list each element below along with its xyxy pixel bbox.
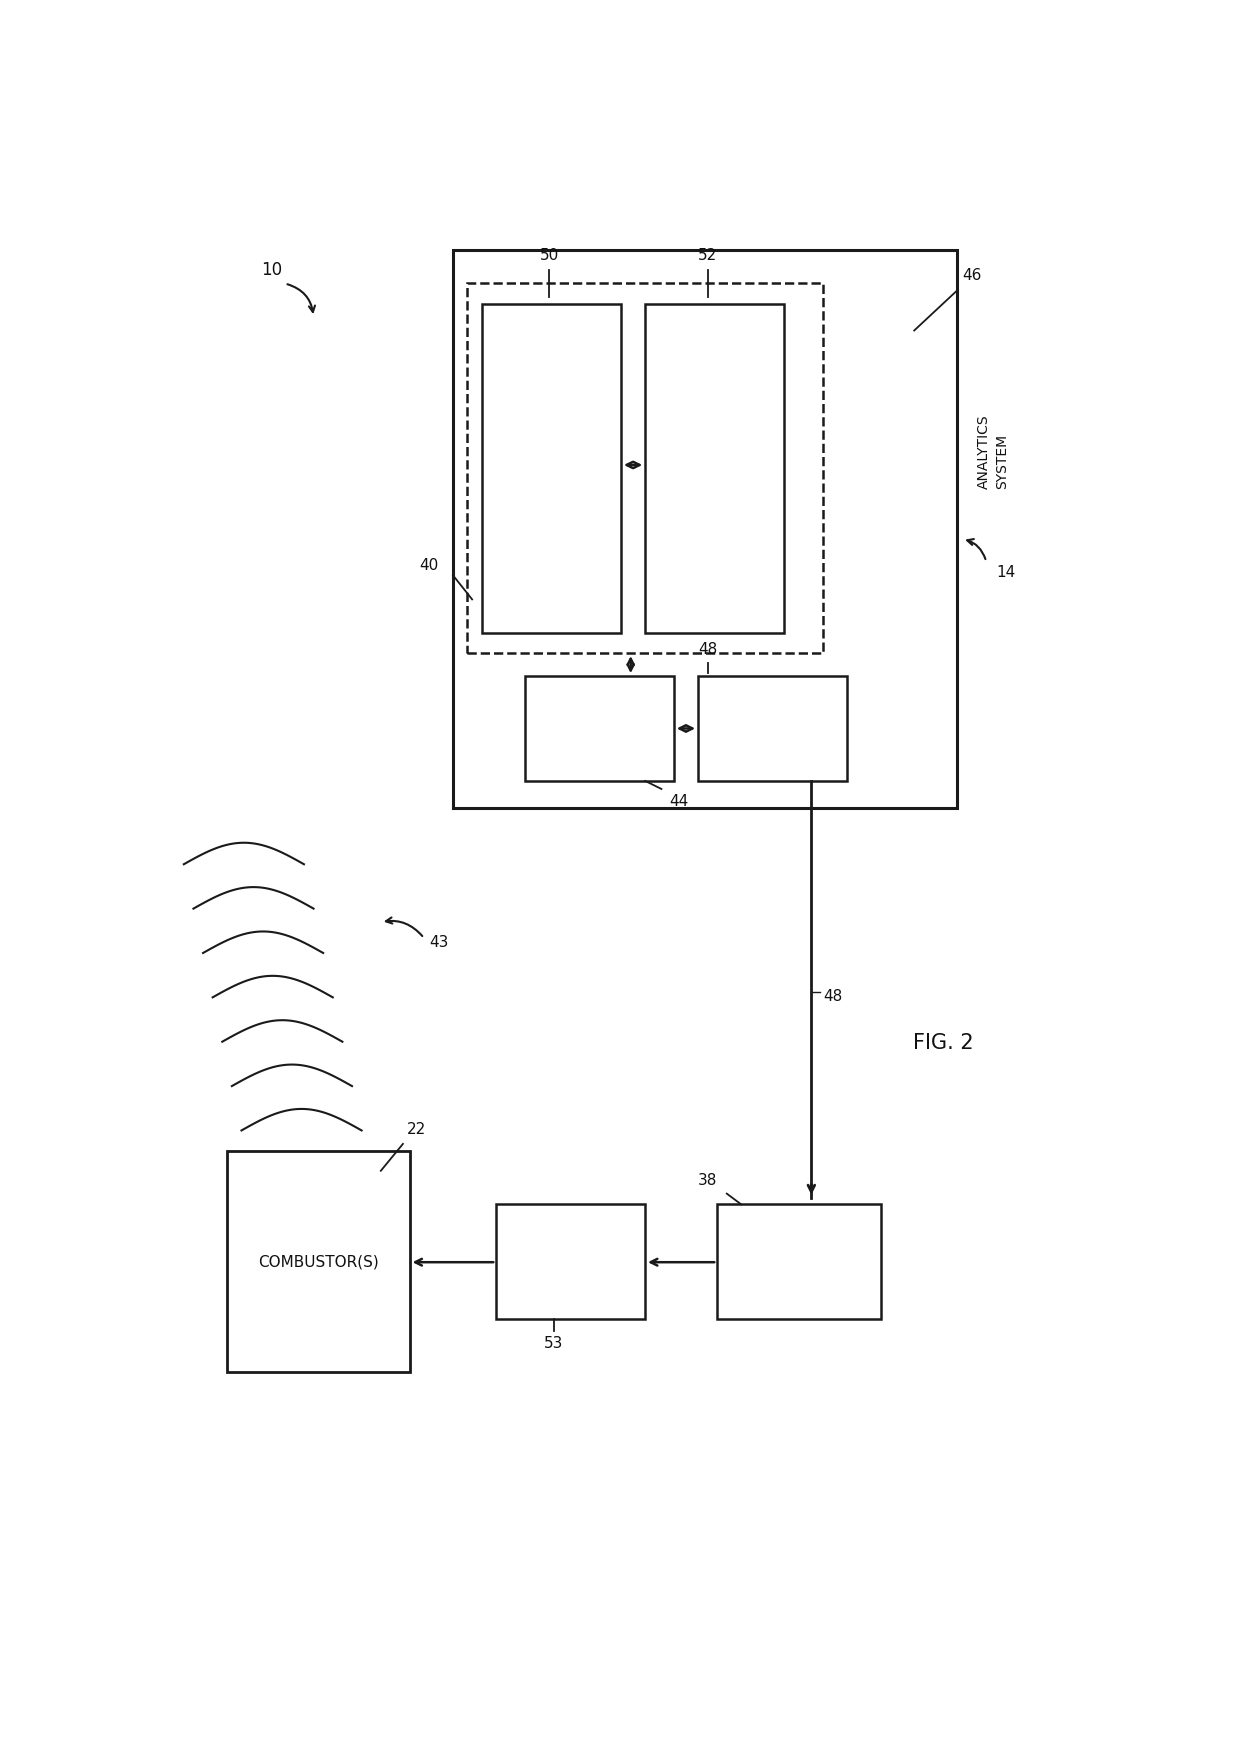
Text: 48: 48 xyxy=(823,988,842,1004)
Text: 52: 52 xyxy=(698,248,717,264)
Text: CONTROLLER: CONTROLLER xyxy=(751,1255,846,1269)
Text: 10: 10 xyxy=(260,260,281,279)
Text: ANALYTICS
SYSTEM: ANALYTICS SYSTEM xyxy=(977,414,1009,489)
FancyBboxPatch shape xyxy=(496,1205,645,1318)
FancyBboxPatch shape xyxy=(453,250,957,808)
FancyBboxPatch shape xyxy=(525,676,675,780)
Text: 48: 48 xyxy=(698,643,717,656)
Text: 40: 40 xyxy=(419,559,439,573)
FancyBboxPatch shape xyxy=(698,676,847,780)
Text: 50: 50 xyxy=(539,248,559,264)
Text: 22: 22 xyxy=(407,1123,427,1137)
Text: COMBUSTOR(S): COMBUSTOR(S) xyxy=(258,1254,378,1269)
Text: 46: 46 xyxy=(962,269,982,283)
Text: MEMORY
ANN SYSTEM: MEMORY ANN SYSTEM xyxy=(536,424,568,513)
FancyBboxPatch shape xyxy=(481,304,621,634)
Text: 38: 38 xyxy=(698,1173,717,1189)
Text: CONTROL
LOGIC: CONTROL LOGIC xyxy=(698,435,732,503)
Text: 14: 14 xyxy=(996,566,1016,580)
Text: 53: 53 xyxy=(544,1336,563,1351)
Text: NETWORK
INTERFACE: NETWORK INTERFACE xyxy=(734,712,810,744)
FancyBboxPatch shape xyxy=(645,304,785,634)
Text: 44: 44 xyxy=(670,794,688,810)
FancyBboxPatch shape xyxy=(717,1205,880,1318)
FancyBboxPatch shape xyxy=(227,1151,409,1372)
Text: 43: 43 xyxy=(429,934,449,950)
Text: CONTROL
ELEMENT: CONTROL ELEMENT xyxy=(537,1245,605,1278)
Text: FIG. 2: FIG. 2 xyxy=(913,1034,973,1053)
Text: PROCESSOR: PROCESSOR xyxy=(557,721,642,735)
FancyBboxPatch shape xyxy=(467,283,823,653)
